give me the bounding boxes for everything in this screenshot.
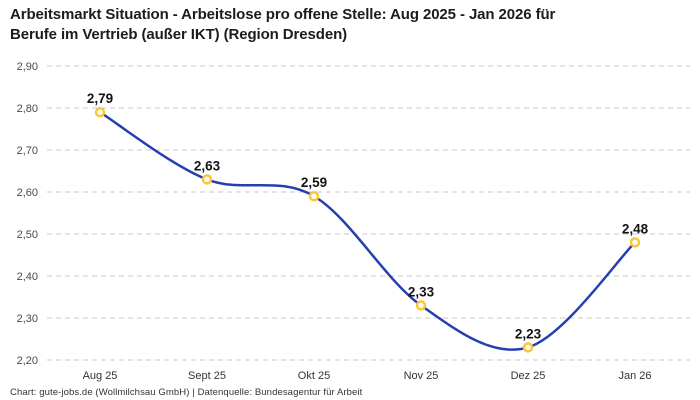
y-axis-tick-label: 2,90: [17, 61, 38, 73]
y-axis-tick-label: 2,80: [17, 103, 38, 115]
x-axis-label: Sept 25: [188, 370, 226, 382]
y-axis-tick-label: 2,60: [17, 187, 38, 199]
y-axis-tick-label: 2,30: [17, 313, 38, 325]
x-axis-label: Aug 25: [83, 370, 118, 382]
x-axis-label: Okt 25: [298, 370, 330, 382]
chart-title-line-1: Arbeitsmarkt Situation - Arbeitslose pro…: [10, 6, 556, 23]
data-point-marker[interactable]: [415, 300, 427, 311]
x-axis-label: Jan 26: [618, 370, 651, 382]
data-point-value-label: 2,59: [301, 175, 327, 190]
chart-title-line-2: Berufe im Vertrieb (außer IKT) (Region D…: [10, 26, 348, 43]
chart-attribution: Chart: gute-jobs.de (Wollmilchsau GmbH) …: [10, 387, 363, 398]
y-axis-tick-label: 2,70: [17, 145, 38, 157]
data-point-marker[interactable]: [308, 190, 320, 202]
data-point-marker[interactable]: [522, 342, 534, 353]
x-axis-label: Nov 25: [404, 370, 439, 382]
data-point-value-label: 2,48: [622, 221, 649, 236]
data-point-value-label: 2,33: [408, 284, 435, 299]
y-axis-tick-label: 2,20: [17, 355, 38, 367]
data-point-marker[interactable]: [201, 174, 213, 185]
y-axis-tick-label: 2,50: [17, 229, 38, 241]
x-axis-label: Dez 25: [511, 370, 546, 382]
y-axis-tick-label: 2,40: [17, 271, 38, 283]
data-point-value-label: 2,23: [515, 326, 542, 341]
data-point-marker[interactable]: [94, 106, 106, 118]
data-point-value-label: 2,63: [194, 158, 221, 173]
series-line: [98, 110, 637, 351]
chart-title: Arbeitsmarkt Situation - Arbeitslose pro…: [10, 5, 695, 45]
data-point-marker[interactable]: [629, 237, 641, 248]
data-point-value-label: 2,79: [87, 91, 113, 106]
